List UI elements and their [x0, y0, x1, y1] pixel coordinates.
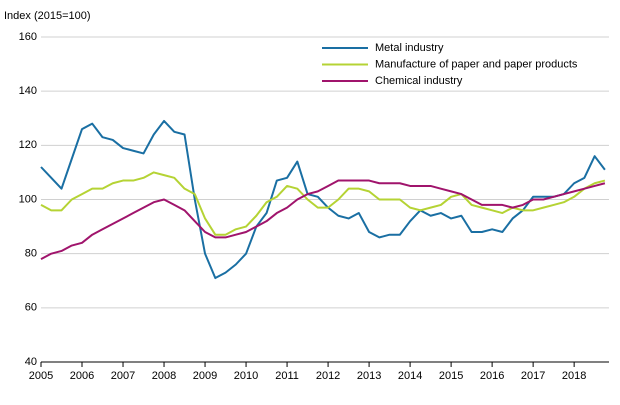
y-tick-label: 40	[25, 356, 37, 368]
series-line	[40, 119, 606, 280]
series-line	[40, 171, 606, 236]
x-tick-label: 2015	[439, 370, 463, 382]
y-tick-label: 140	[19, 85, 37, 97]
y-tick-label: 160	[19, 31, 37, 43]
x-tick-label: 2006	[70, 370, 94, 382]
x-tick-label: 2018	[562, 370, 586, 382]
x-tick-label: 2005	[29, 370, 53, 382]
y-tick-label: 80	[25, 248, 37, 260]
x-tick-label: 2012	[316, 370, 340, 382]
legend-label: Chemical industry	[375, 75, 463, 87]
y-tick-label: 60	[25, 302, 37, 314]
x-tick-label: 2009	[193, 370, 217, 382]
y-axis-label: Index (2015=100)	[4, 10, 91, 22]
x-tick-label: 2010	[234, 370, 258, 382]
y-tick-label: 120	[19, 139, 37, 151]
x-tick-label: 2011	[275, 370, 299, 382]
x-tick-label: 2014	[398, 370, 422, 382]
x-tick-label: 2016	[480, 370, 504, 382]
legend-label: Manufacture of paper and paper products	[375, 58, 578, 70]
series-line	[40, 179, 606, 260]
x-tick-label: 2008	[152, 370, 176, 382]
x-tick-label: 2017	[521, 370, 545, 382]
y-tick-label: 100	[19, 193, 37, 205]
legend-label: Metal industry	[375, 42, 444, 54]
x-tick-label: 2007	[111, 370, 135, 382]
x-tick-label: 2013	[357, 370, 381, 382]
